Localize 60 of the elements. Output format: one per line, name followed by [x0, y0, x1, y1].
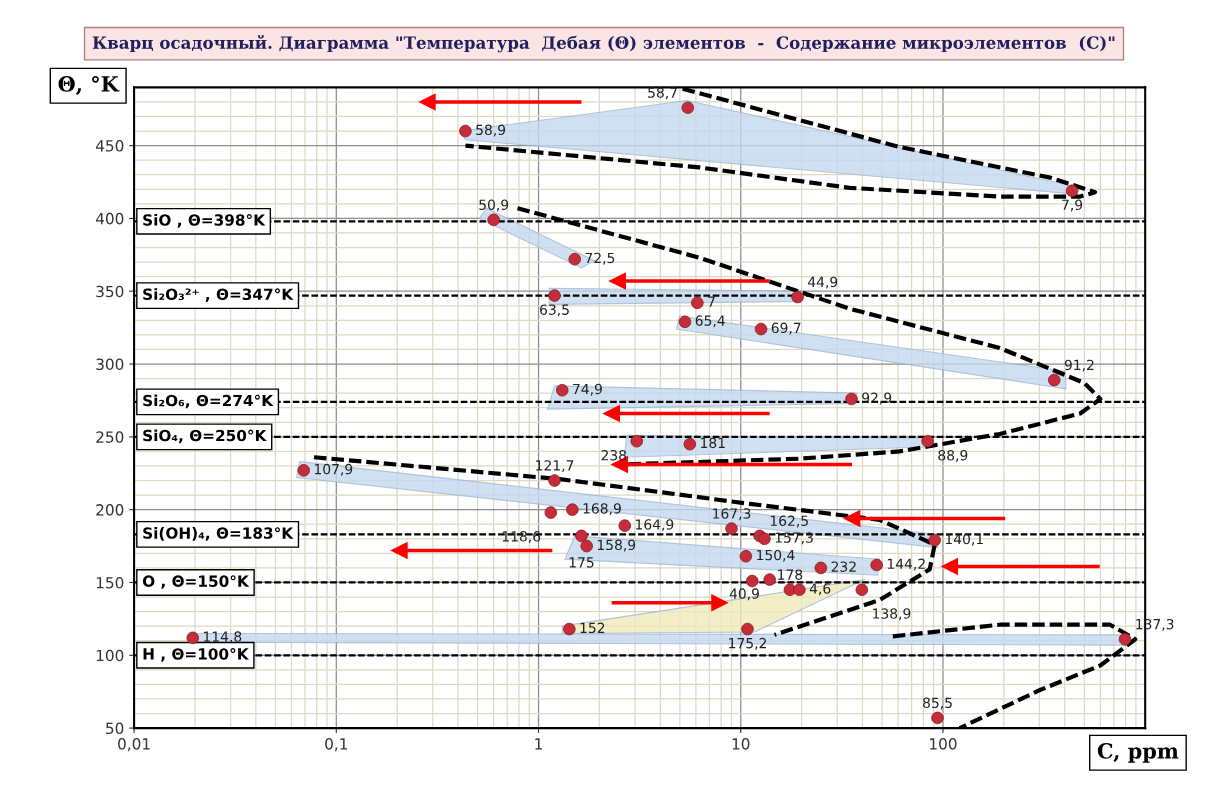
annotation: 178	[778, 569, 803, 580]
annotation: 121,7	[536, 460, 574, 473]
y-axis-title: Θ, °K	[58, 75, 120, 95]
annotation: 107,9	[314, 463, 353, 476]
annotation: 168,9	[583, 503, 621, 516]
annotation: 150,4	[757, 549, 795, 562]
y-tick-label: 350	[96, 285, 124, 298]
annotation: 175	[569, 557, 594, 568]
chart-title: Кварц осадочный. Диаграмма "Температура Дебая (Θ) элементов - Содержание микроэлементов (С)"	[92, 34, 1115, 53]
y-tick-label: 200	[96, 504, 124, 516]
annotation: 181	[701, 437, 725, 449]
annotation: 50,9	[479, 199, 509, 212]
ref-line-label: SiO₄, Θ=250°K	[143, 429, 267, 444]
ref-line-label: SiO , Θ=398°K	[143, 213, 266, 228]
x-tick-label: 10	[732, 738, 750, 750]
annotation: 58,9	[476, 124, 506, 137]
annotation: 144,2	[887, 558, 925, 571]
y-tick-label: 400	[95, 212, 124, 225]
annotation: 175,2	[729, 637, 766, 650]
annotation: 114,8	[203, 631, 242, 644]
y-tick-label: 300	[96, 358, 124, 371]
annotation: 4,6	[809, 583, 831, 596]
annotation: 65,4	[695, 315, 725, 328]
annotation: 85,5	[923, 697, 952, 710]
annotation: 91,2	[1064, 359, 1094, 372]
annotation: 157,3	[775, 532, 813, 545]
x-tick-label: 100	[930, 738, 957, 750]
x-tick-label: 0,01	[118, 738, 150, 752]
y-tick-label: 50	[106, 722, 124, 735]
y-tick-label: 450	[95, 140, 124, 152]
y-tick-label: 150	[96, 576, 124, 589]
y-tick-label: 100	[96, 649, 124, 662]
x-tick-label: 0,1	[325, 738, 348, 752]
annotation: 138,9	[873, 608, 911, 621]
annotation: 140,1	[945, 533, 983, 546]
ref-line-label: H , Θ=100°K	[143, 648, 250, 662]
ref-line-label: O , Θ=150°K	[142, 575, 250, 589]
ref-line-label: Si₂O₆, Θ=274°K	[143, 394, 274, 409]
x-axis-title: C, ppm	[1097, 743, 1179, 763]
ref-line-label: Si(OH)₄, Θ=183°K	[143, 527, 294, 541]
y-tick-label: 250	[96, 431, 124, 443]
annotation: 72,5	[585, 252, 615, 265]
annotation: 44,9	[807, 276, 838, 289]
annotation: 88,9	[938, 450, 968, 462]
annotation: 238	[601, 450, 627, 461]
annotation: 152	[580, 622, 605, 634]
x-tick-label: 1	[535, 738, 542, 750]
annotation: 158,9	[597, 539, 636, 552]
ref-line-label: Si₂O₃²⁺ , Θ=347°K	[143, 288, 294, 302]
annotation: 40,9	[729, 588, 759, 601]
annotation: 232	[831, 561, 856, 572]
annotation: 167,3	[713, 508, 751, 521]
annotation: 164,9	[636, 519, 674, 532]
annotation: 74,9	[573, 383, 602, 396]
annotation: 162,5	[770, 515, 808, 528]
annotation: 7	[708, 296, 715, 307]
annotation: 63,5	[540, 304, 569, 317]
annotation: 58,7	[648, 87, 677, 100]
annotation: 7,9	[1062, 199, 1083, 212]
annotation: 69,7	[771, 322, 801, 335]
